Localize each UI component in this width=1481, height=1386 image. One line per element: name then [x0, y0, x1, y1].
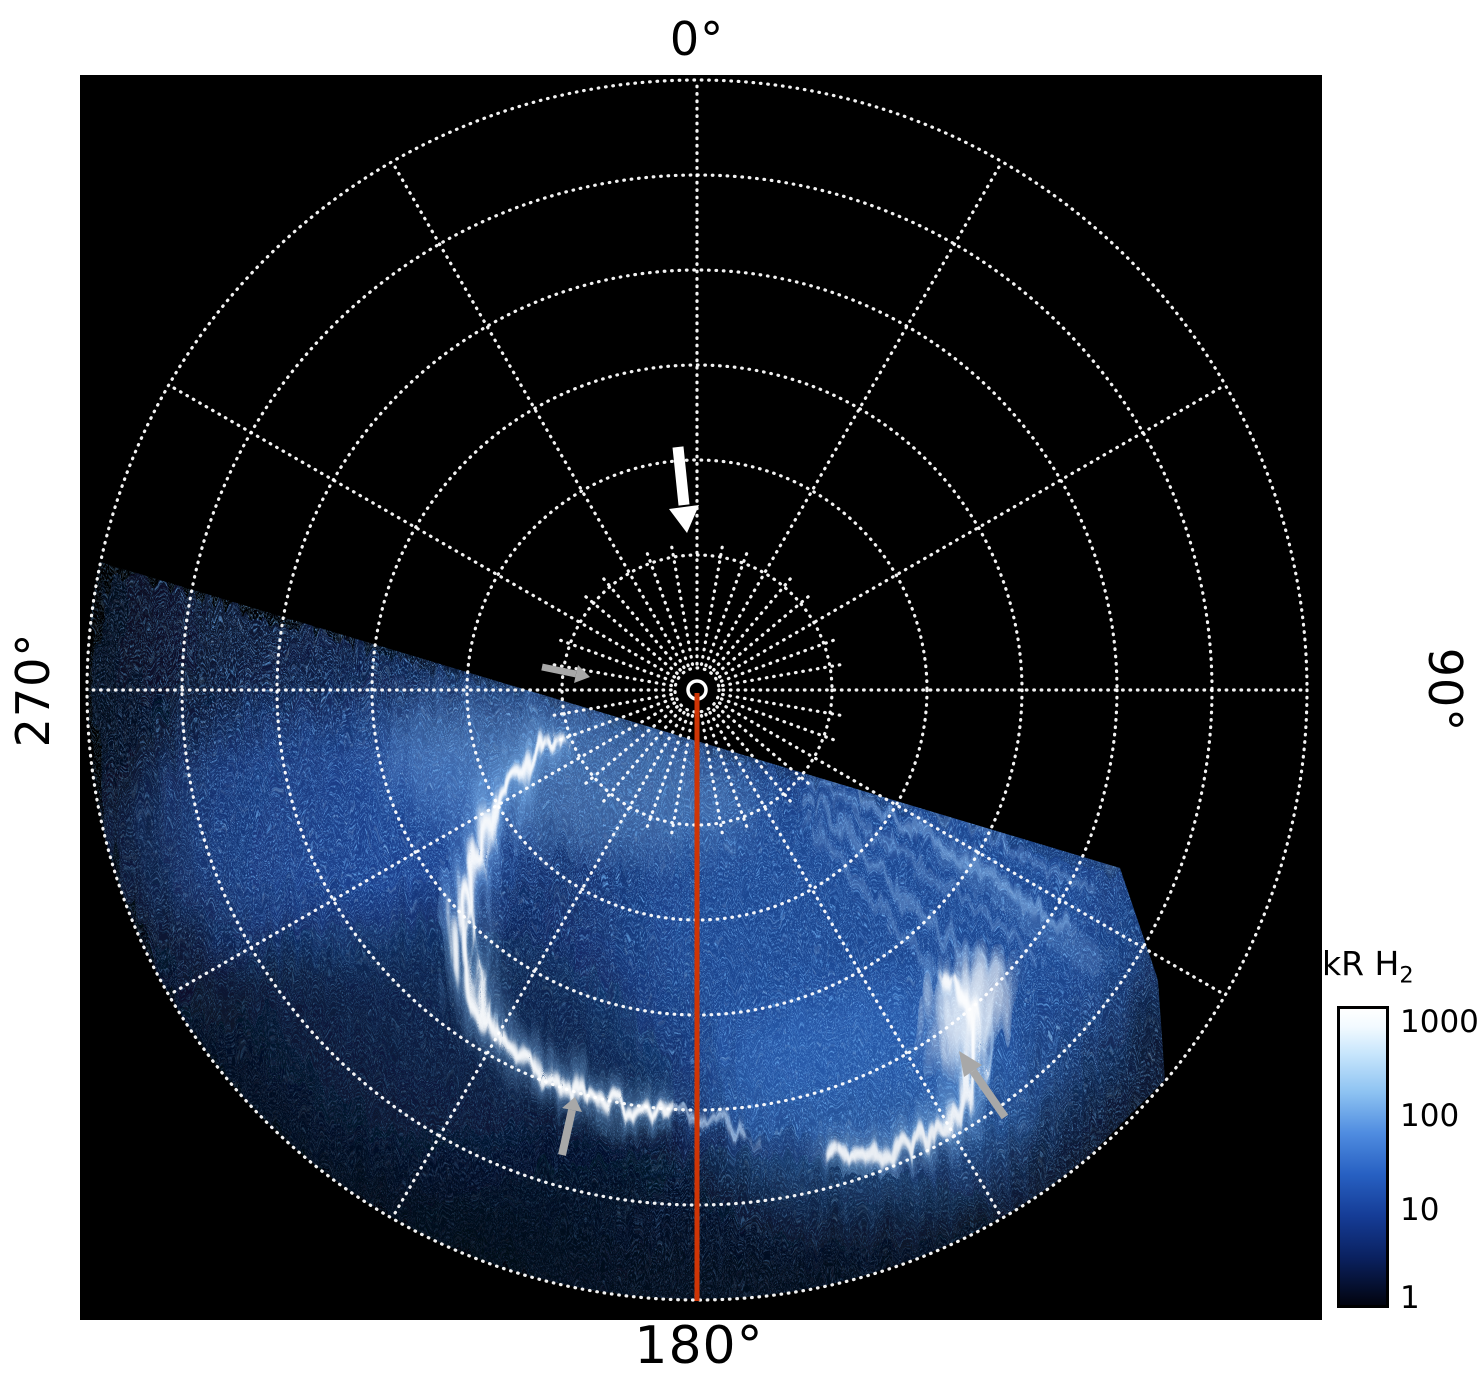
gray-right-arrow — [541, 663, 590, 683]
gray-up-arrow — [558, 1097, 582, 1156]
angle-label-0: 0° — [669, 12, 725, 66]
colorbar-tick-1: 1 — [1400, 1280, 1420, 1316]
angle-label-90: 90° — [1418, 647, 1472, 733]
colorbar-tick-10: 10 — [1400, 1192, 1440, 1228]
gray-upleft-arrow — [959, 1051, 1009, 1120]
polar-plot — [85, 78, 1309, 1302]
colorbar-title-main: kR H — [1322, 944, 1400, 983]
main-arc-hook — [667, 1099, 747, 1140]
main-auroral-arc — [448, 719, 669, 1110]
colorbar-tick-1000: 1000 — [1400, 1004, 1479, 1040]
annotation-arrows — [541, 446, 1009, 1156]
angle-label-270: 270° — [6, 632, 60, 748]
colorbar-tick-100: 100 — [1400, 1098, 1460, 1134]
colorbar-title: kR H2 — [1322, 944, 1414, 989]
plot-area — [80, 75, 1322, 1320]
angle-label-180: 180° — [634, 1316, 764, 1376]
colorbar-title-sub: 2 — [1399, 962, 1414, 989]
polar-grid — [85, 78, 1309, 1302]
colorbar-gradient — [1337, 1006, 1389, 1308]
white-down-arrow — [669, 446, 699, 533]
